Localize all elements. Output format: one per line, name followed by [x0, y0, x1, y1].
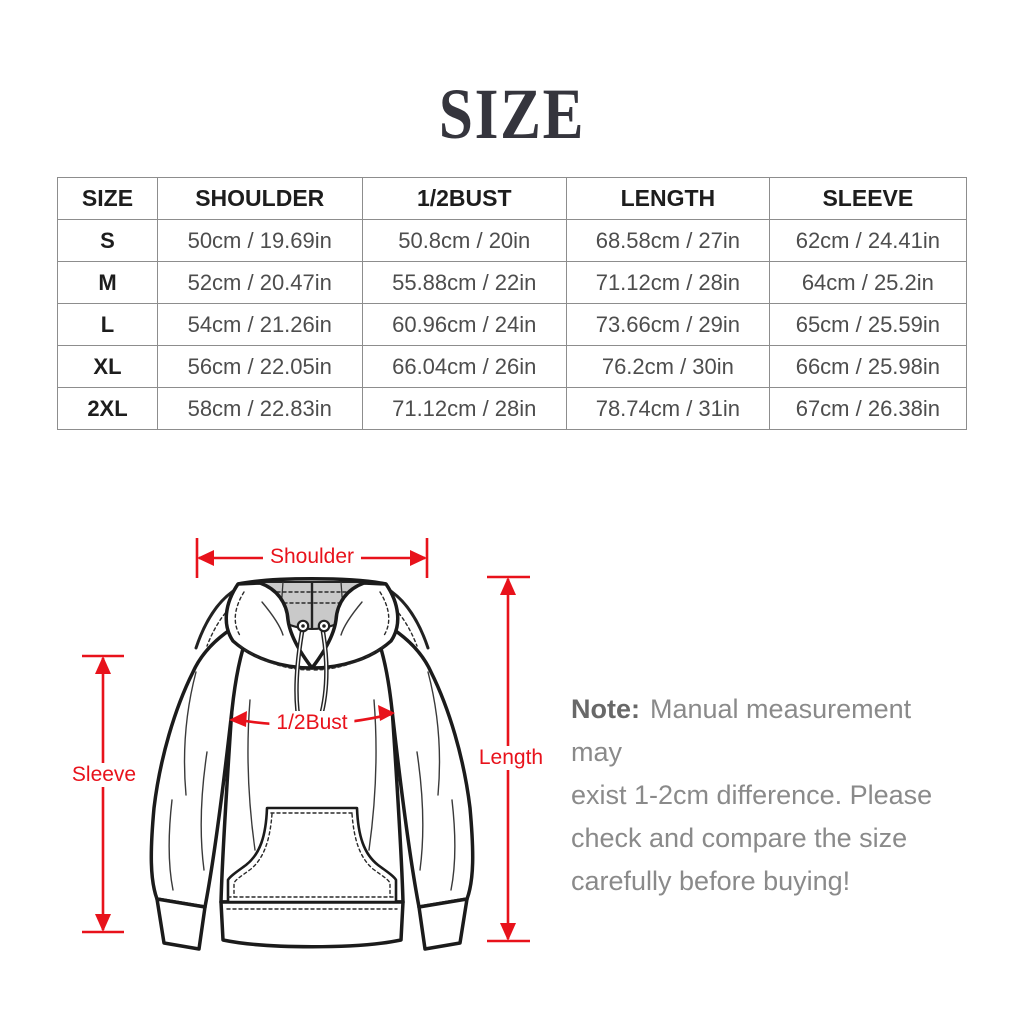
col-header-halfbust: 1/2BUST — [361, 177, 568, 220]
size-cell: S — [57, 219, 158, 262]
halfbust-cell: 71.12cm / 28in — [361, 387, 568, 430]
halfbust-cell: 60.96cm / 24in — [361, 303, 568, 346]
note-line: Note: Manual measurement may — [571, 688, 966, 774]
col-header-shoulder: SHOULDER — [156, 177, 363, 220]
note-line: carefully before buying! — [571, 866, 851, 896]
page-title: SIZE — [438, 74, 586, 154]
length-cell: 73.66cm / 29in — [566, 303, 770, 346]
hem-band — [219, 900, 405, 949]
shoulder-cell: 54cm / 21.26in — [156, 303, 363, 346]
row-m: M 52cm / 20.47in 55.88cm / 22in 71.12cm … — [57, 261, 968, 304]
length-cell: 76.2cm / 30in — [566, 345, 770, 388]
right-sleeve — [374, 618, 475, 909]
left-cuff — [155, 897, 207, 951]
shoulder-cell: 56cm / 22.05in — [156, 345, 363, 388]
sleeve-dimension-arrow — [82, 654, 124, 934]
shoulder-cell: 52cm / 20.47in — [156, 261, 363, 304]
length-cell: 71.12cm / 28in — [566, 261, 770, 304]
size-cell: M — [57, 261, 158, 304]
right-cuff — [417, 897, 469, 951]
sleeve-cell: 66cm / 25.98in — [768, 345, 968, 388]
sleeve-cell: 64cm / 25.2in — [768, 261, 968, 304]
shoulder-dimension-label: Shoulder — [262, 545, 362, 569]
length-dimension-label: Length — [471, 746, 551, 770]
sleeve-dimension-label: Sleeve — [64, 763, 144, 787]
sleeve-cell: 67cm / 26.38in — [768, 387, 968, 430]
sleeve-cell: 62cm / 24.41in — [768, 219, 968, 262]
halfbust-cell: 55.88cm / 22in — [361, 261, 568, 304]
size-cell: 2XL — [57, 387, 158, 430]
size-table: SIZE SHOULDER 1/2BUST LENGTH SLEEVE S 50… — [57, 177, 968, 430]
left-sleeve — [149, 618, 250, 909]
col-header-size: SIZE — [57, 177, 158, 220]
shoulder-cell: 58cm / 22.83in — [156, 387, 363, 430]
note-line: check and compare the size — [571, 823, 908, 853]
hoodie-illustration — [149, 577, 475, 951]
halfbust-cell: 50.8cm / 20in — [361, 219, 568, 262]
halfbust-cell: 66.04cm / 26in — [361, 345, 568, 388]
row-xl: XL 56cm / 22.05in 66.04cm / 26in 76.2cm … — [57, 345, 968, 388]
table-header-row: SIZE SHOULDER 1/2BUST LENGTH SLEEVE — [57, 177, 968, 220]
note-text: Note: Manual measurement may exist 1-2cm … — [571, 688, 966, 903]
note-line: exist 1-2cm difference. Please — [571, 780, 933, 810]
row-s: S 50cm / 19.69in 50.8cm / 20in 68.58cm /… — [57, 219, 968, 262]
row-2xl: 2XL 58cm / 22.83in 71.12cm / 28in 78.74c… — [57, 387, 968, 430]
collar-right-fold — [310, 581, 400, 670]
length-cell: 78.74cm / 31in — [566, 387, 770, 430]
col-header-sleeve: SLEEVE — [768, 177, 968, 220]
row-l: L 54cm / 21.26in 60.96cm / 24in 73.66cm … — [57, 303, 968, 346]
note-label: Note: — [571, 694, 640, 724]
size-cell: L — [57, 303, 158, 346]
half-bust-dimension-label: 1/2Bust — [269, 711, 355, 735]
note-line-text: Manual measurement may — [571, 694, 912, 767]
hood-collar — [224, 581, 400, 671]
